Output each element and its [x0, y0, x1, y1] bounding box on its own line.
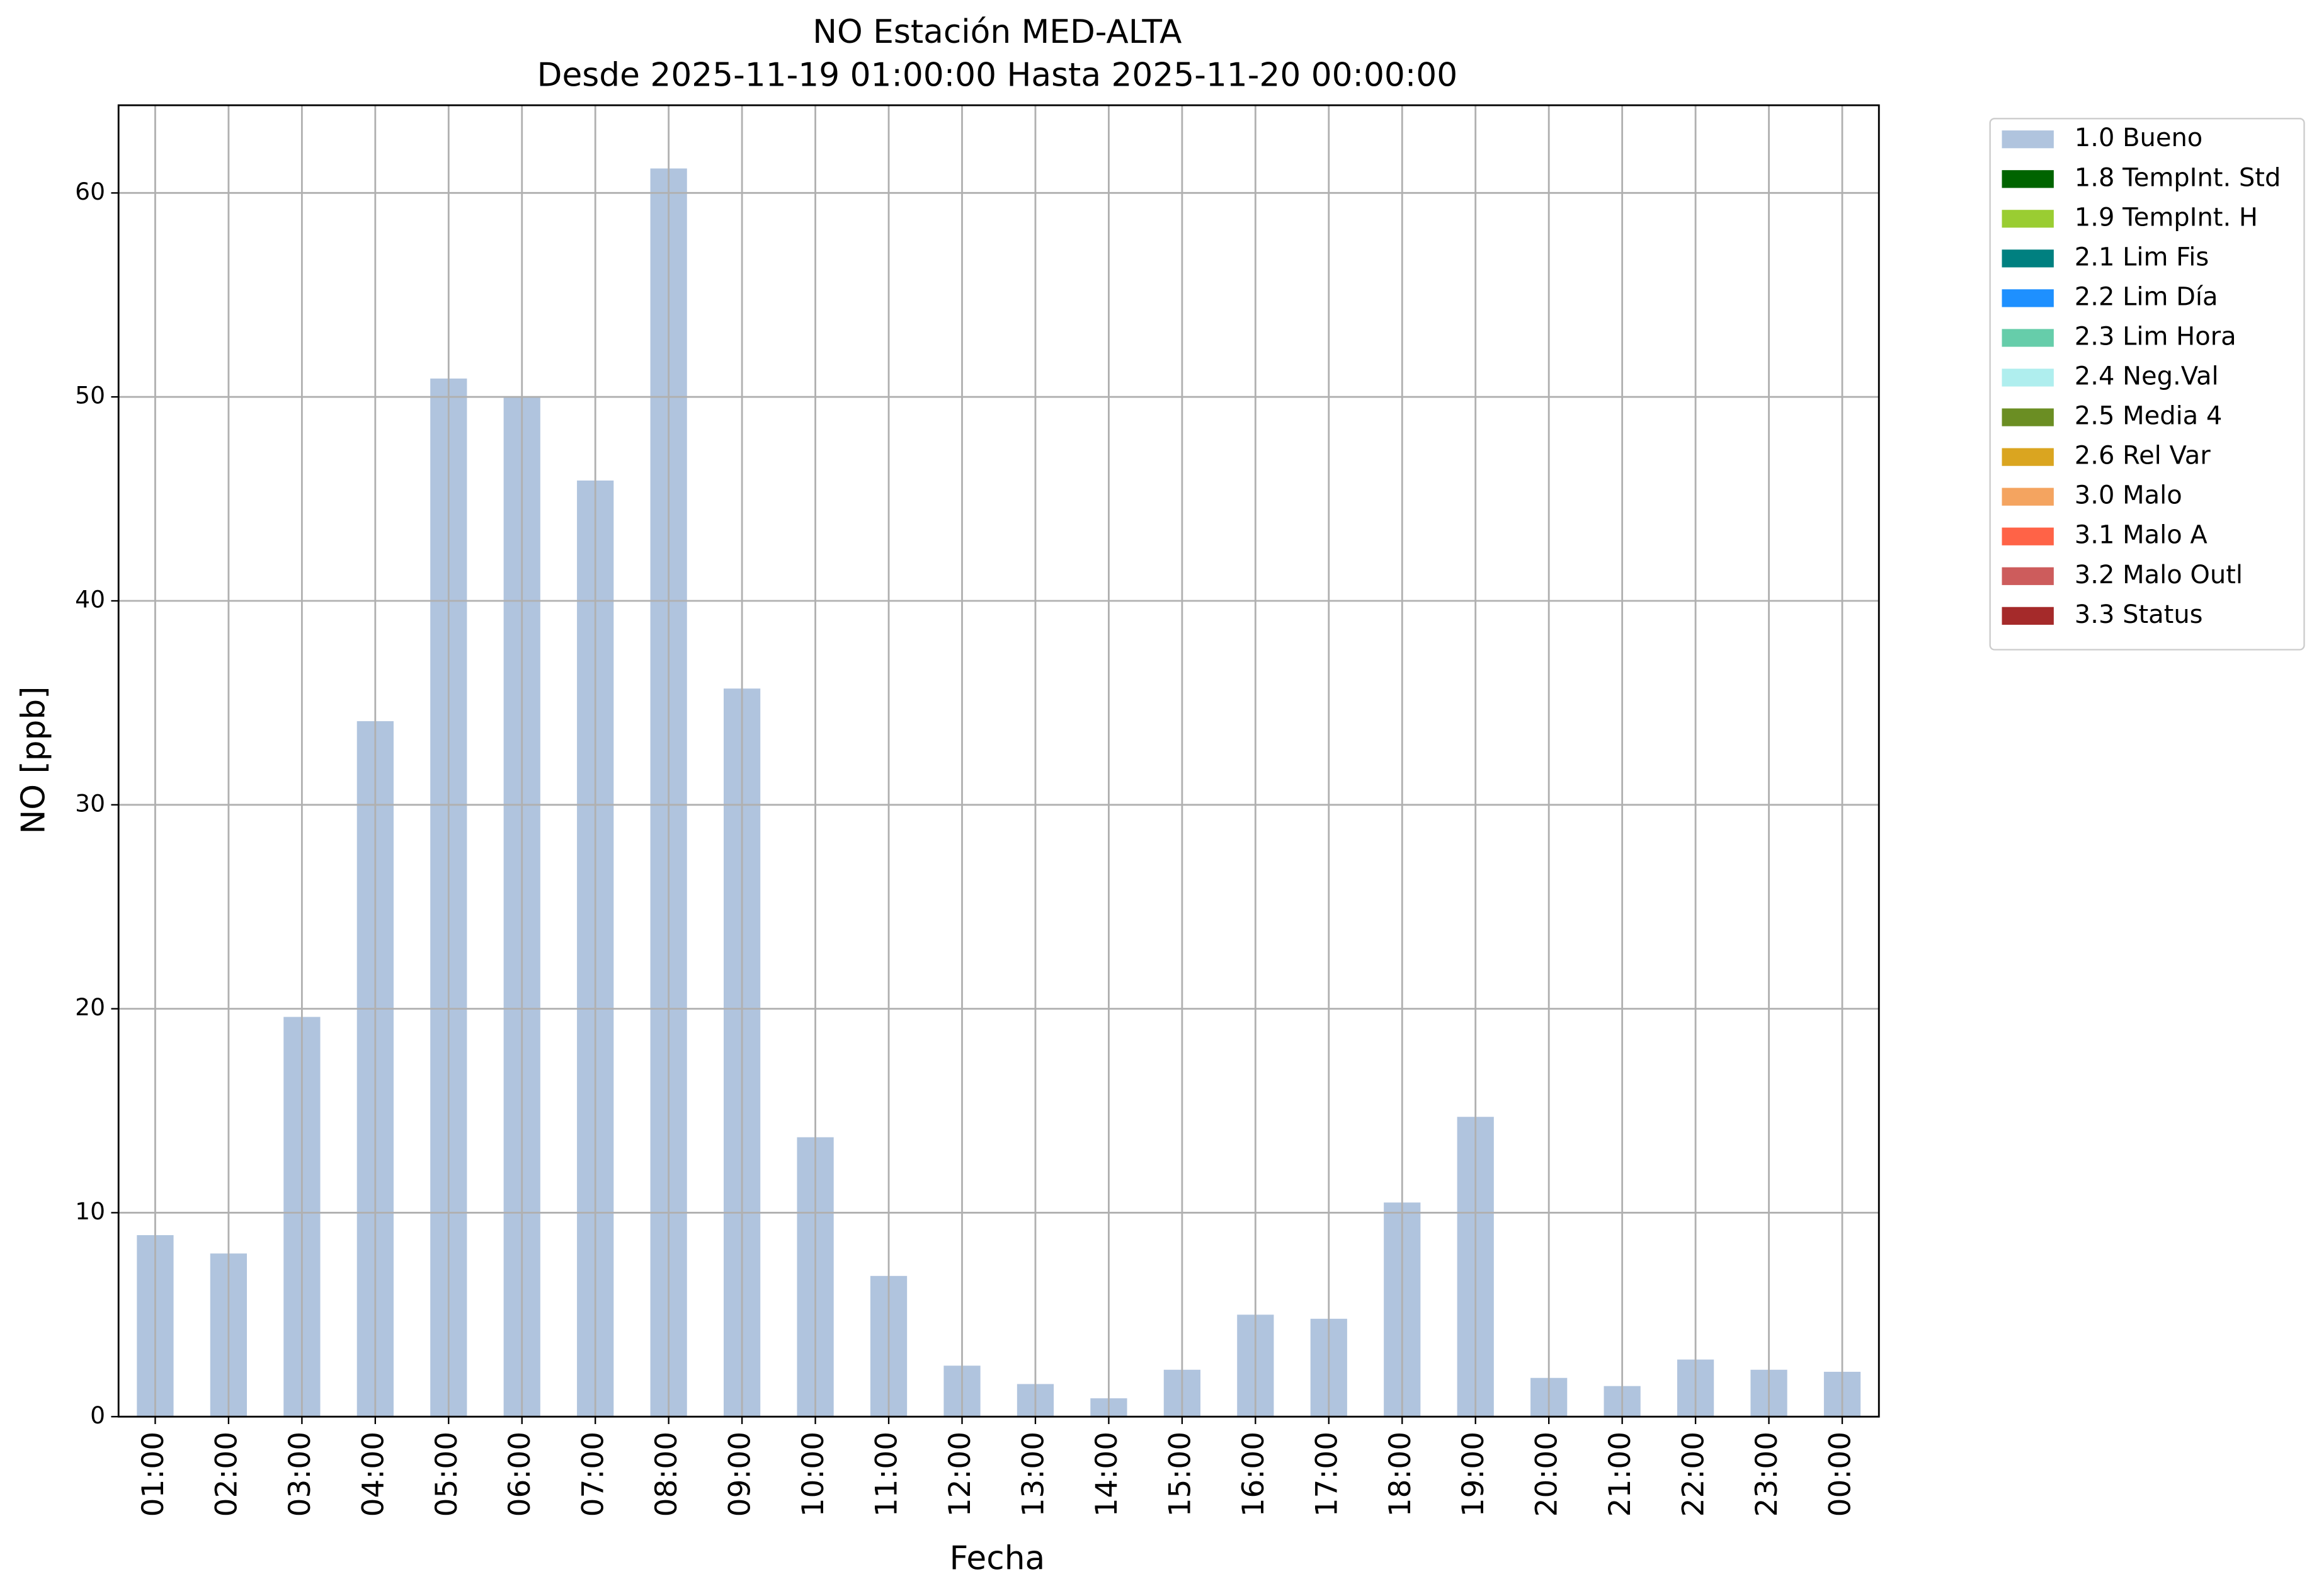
- legend-label: 3.2 Malo Outl: [2075, 561, 2243, 590]
- legend-swatch: [2002, 408, 2054, 426]
- x-tick-label: 13:00: [1016, 1432, 1051, 1517]
- legend-swatch: [2002, 448, 2054, 466]
- legend-swatch: [2002, 210, 2054, 228]
- legend-label: 3.1 Malo A: [2075, 521, 2208, 550]
- y-tick-label: 0: [90, 1401, 105, 1429]
- legend-swatch: [2002, 249, 2054, 268]
- legend-label: 2.6 Rel Var: [2075, 442, 2211, 470]
- x-tick-label: 18:00: [1383, 1432, 1418, 1517]
- legend-swatch: [2002, 329, 2054, 347]
- x-tick-label: 05:00: [430, 1432, 464, 1517]
- x-tick-label: 23:00: [1750, 1432, 1784, 1517]
- y-tick-label: 50: [75, 382, 105, 409]
- legend-swatch: [2002, 527, 2054, 545]
- x-tick-label: 11:00: [870, 1432, 904, 1517]
- x-tick-label: 04:00: [356, 1432, 390, 1517]
- legend-label: 1.0 Bueno: [2075, 123, 2202, 152]
- x-tick-label: 12:00: [943, 1432, 977, 1517]
- legend-label: 3.0 Malo: [2075, 481, 2182, 510]
- x-tick-label: 20:00: [1530, 1432, 1564, 1517]
- x-tick-label: 21:00: [1603, 1432, 1638, 1517]
- x-tick-label: 01:00: [136, 1432, 171, 1517]
- legend-label: 3.3 Status: [2075, 600, 2203, 629]
- x-tick-label: 03:00: [283, 1432, 317, 1517]
- x-tick-label: 22:00: [1677, 1432, 1711, 1517]
- legend-swatch: [2002, 170, 2054, 188]
- chart-subtitle: Desde 2025-11-19 01:00:00 Hasta 2025-11-…: [537, 56, 1458, 94]
- legend-swatch: [2002, 289, 2054, 307]
- legend-swatch: [2002, 368, 2054, 387]
- legend-swatch: [2002, 130, 2054, 149]
- legend-label: 2.3 Lim Hora: [2075, 322, 2236, 351]
- x-tick-label: 14:00: [1090, 1432, 1124, 1517]
- legend-label: 1.9 TempInt. H: [2075, 203, 2258, 232]
- x-tick-label: 06:00: [503, 1432, 537, 1517]
- legend-swatch: [2002, 567, 2054, 585]
- x-axis-label: Fecha: [950, 1539, 1046, 1577]
- x-tick-label: 19:00: [1456, 1432, 1491, 1517]
- y-tick-label: 60: [75, 178, 105, 205]
- legend-box: [1989, 118, 2305, 651]
- x-tick-label: 09:00: [723, 1432, 758, 1517]
- y-tick-label: 20: [75, 993, 105, 1021]
- legend-swatch: [2002, 607, 2054, 625]
- x-tick-label: 10:00: [796, 1432, 831, 1517]
- legend-swatch: [2002, 487, 2054, 506]
- x-tick-label: 02:00: [209, 1432, 244, 1517]
- y-axis-label: NO [ppb]: [14, 687, 52, 835]
- x-tick-label: 08:00: [649, 1432, 684, 1517]
- y-tick-label: 10: [75, 1197, 105, 1225]
- legend-label: 2.5 Media 4: [2075, 402, 2223, 431]
- x-tick-label: 17:00: [1309, 1432, 1344, 1517]
- y-tick-label: 30: [75, 789, 105, 817]
- chart-title: NO Estación MED-ALTA: [812, 13, 1182, 51]
- x-tick-label: 07:00: [576, 1432, 611, 1517]
- legend-label: 2.4 Neg.Val: [2075, 362, 2219, 391]
- legend-label: 2.2 Lim Día: [2075, 282, 2218, 311]
- legend-label: 2.1 Lim Fis: [2075, 242, 2209, 271]
- x-tick-label: 16:00: [1236, 1432, 1271, 1517]
- plot-frame: [117, 104, 1880, 1418]
- x-tick-label: 15:00: [1163, 1432, 1197, 1517]
- legend-label: 1.8 TempInt. Std: [2075, 163, 2281, 192]
- y-tick-label: 40: [75, 585, 105, 613]
- x-tick-label: 00:00: [1823, 1432, 1858, 1517]
